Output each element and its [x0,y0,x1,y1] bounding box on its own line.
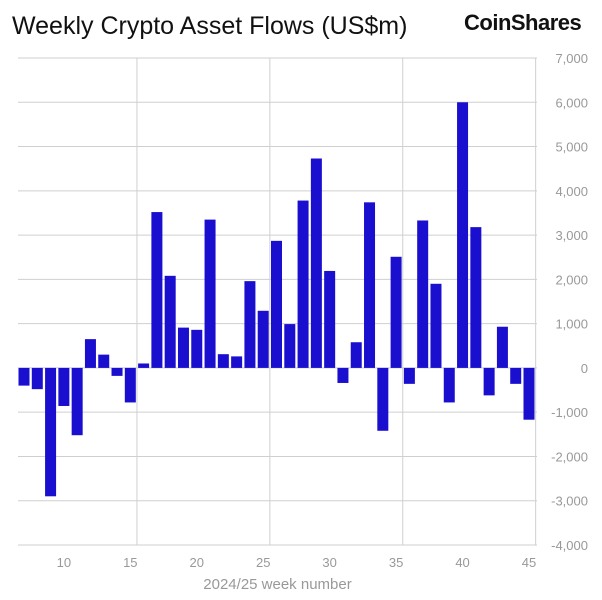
y-tick-label: 5,000 [555,140,588,155]
bar-week-22 [217,354,229,368]
bar-week-25 [257,310,269,368]
bar-week-42 [483,367,495,396]
y-tick-label: -2,000 [551,449,588,464]
bar-week-37 [417,220,429,368]
y-tick-label: 2,000 [555,272,588,287]
x-tick-label: 40 [455,555,469,570]
x-tick-label: 15 [123,555,137,570]
bar-week-33 [364,202,376,368]
bar-week-26 [271,240,282,368]
bar-week-24 [244,281,256,368]
y-tick-label: 7,000 [555,51,588,66]
x-tick-label: 35 [389,555,403,570]
x-tick-label: 10 [57,555,71,570]
coinshares-logo: CoinShares [464,10,582,35]
y-tick-label: 3,000 [555,228,588,243]
bar-week-39 [443,367,455,403]
x-axis-label: 2024/25 week number [203,576,352,593]
bar-week-34 [377,367,389,431]
bar-week-40 [457,102,469,368]
bar-week-15 [124,367,136,403]
x-tick-label: 30 [322,555,336,570]
bar-week-43 [496,326,508,368]
bar-week-19 [177,327,189,368]
bar-week-35 [390,256,402,368]
bar-week-11 [71,367,83,436]
bar-week-13 [98,354,110,368]
bar-week-23 [231,356,243,368]
bar-week-45 [523,367,535,420]
bar-week-27 [284,324,296,368]
bar-week-31 [337,367,349,383]
bar-week-18 [164,275,176,368]
bar-week-32 [350,342,362,368]
y-tick-label: -1,000 [551,405,588,420]
y-tick-label: 4,000 [555,184,588,199]
bar-week-10 [58,367,70,406]
bar-week-12 [84,339,96,368]
bar-week-20 [191,329,203,368]
bar-week-38 [430,283,442,368]
bar-week-21 [204,219,216,368]
bar-week-17 [151,212,163,368]
y-tick-label: -3,000 [551,494,588,509]
bar-week-14 [111,367,123,376]
bar-week-8 [31,367,43,390]
bar-week-29 [310,158,322,368]
x-tick-label: 20 [190,555,204,570]
x-tick-label: 45 [522,555,536,570]
y-tick-label: 0 [581,361,588,376]
y-tick-label: -4,000 [551,538,588,553]
y-tick-label: 1,000 [555,317,588,332]
x-tick-label: 25 [256,555,270,570]
bar-week-16 [138,363,150,368]
bar-week-9 [45,367,57,497]
bar-week-30 [324,270,336,368]
bar-week-7 [18,367,30,386]
y-tick-label: 6,000 [555,95,588,110]
bar-week-44 [510,367,522,384]
bar-week-28 [297,200,309,368]
bar-week-41 [470,227,482,368]
bar-week-36 [403,367,415,384]
chart-title: Weekly Crypto Asset Flows (US$m) [12,12,408,40]
